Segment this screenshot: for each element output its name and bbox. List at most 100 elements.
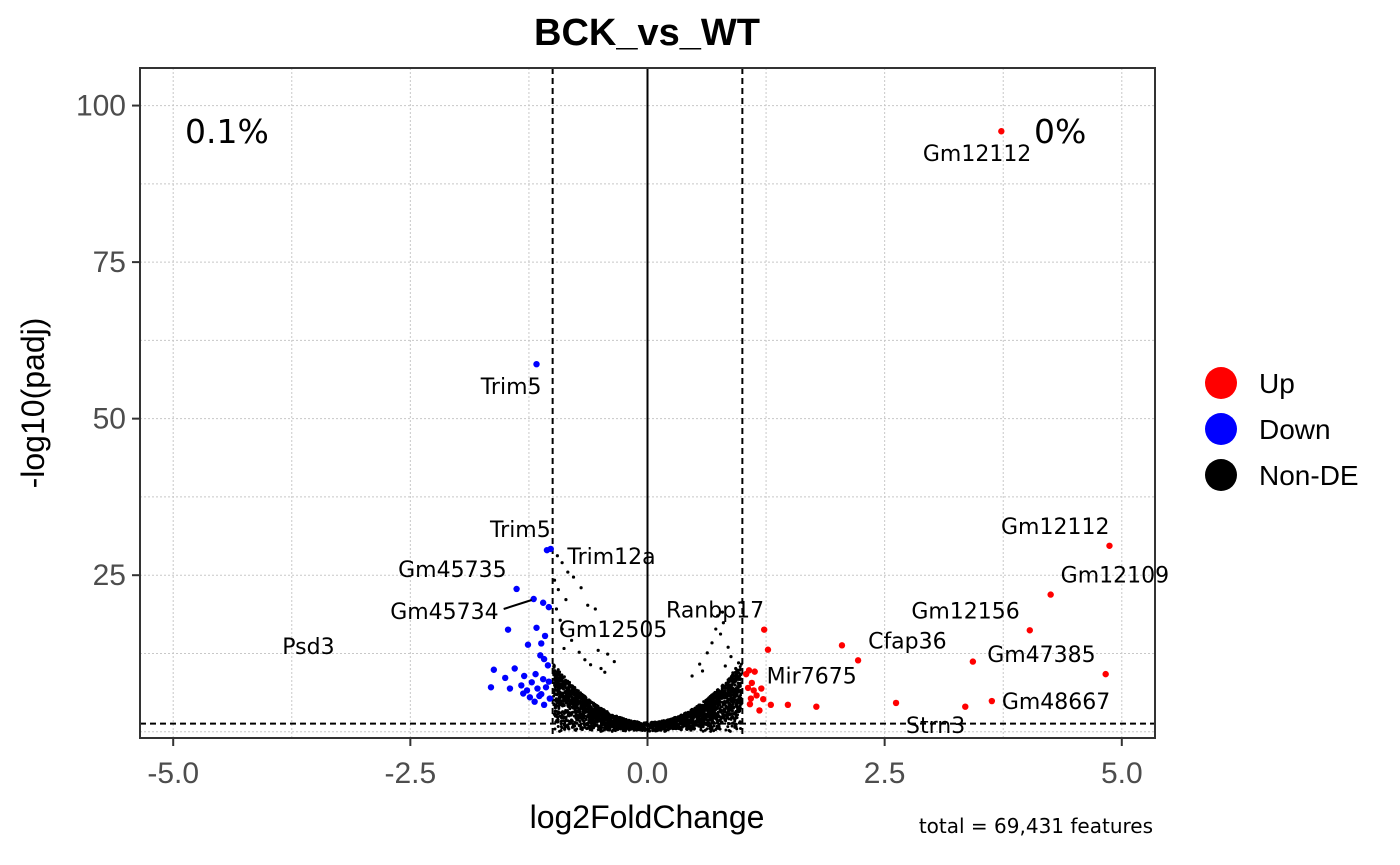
non-de-point [576,710,580,714]
non-de-point [573,708,577,712]
legend-swatch-down [1205,413,1237,445]
non-de-point [652,724,656,728]
non-de-point [693,713,697,717]
non-de-point [713,708,717,712]
non-de-point [645,727,649,731]
non-de-point [693,708,697,712]
non-de-point [697,723,701,727]
reference-lines [140,68,1155,738]
non-de-point [681,723,685,727]
down-point [543,546,551,554]
non-de-point [733,725,737,729]
non-de-point [671,727,675,731]
down-point [533,360,540,368]
non-de-point [703,702,707,706]
gene-label: Gm12156 [911,599,1019,624]
non-de-point [580,694,584,698]
non-de-point [579,586,583,590]
down-point [502,674,509,682]
non-de-point [560,726,564,730]
non-de-point [730,724,734,728]
non-de-point [594,712,598,716]
non-de-point [639,722,643,726]
gene-label: Trim12a [566,545,655,570]
non-de-point [738,684,742,688]
non-de-point [716,719,720,723]
percent-up-label: 0% [1034,112,1086,151]
non-de-point [700,669,705,673]
non-de-point [736,675,740,679]
non-de-point [559,722,563,726]
non-de-point [723,692,727,696]
non-de-point [599,666,603,671]
non-de-point [669,719,673,723]
down-point [545,603,553,611]
non-de-point [702,700,706,704]
non-de-point [571,723,575,727]
non-de-point [600,723,604,727]
x-tick-label: 0.0 [627,757,669,790]
non-de-point [588,728,592,732]
non-de-point [572,700,576,704]
non-de-point [569,689,573,693]
non-de-point [629,724,633,728]
non-de-point [552,694,556,698]
data-points [487,128,1113,714]
legend-label: Down [1259,414,1331,445]
non-de-point [562,711,566,715]
non-de-point [666,720,670,724]
down-point [506,685,514,692]
non-de-point [561,683,565,687]
non-de-point [582,723,586,727]
down-point [540,655,548,663]
up-point [1026,627,1033,634]
non-de-point [735,716,739,720]
non-de-point [584,718,588,722]
non-de-point [554,713,558,717]
non-de-point [593,709,597,713]
non-de-point [718,632,723,636]
non-de-point [697,703,701,707]
non-de-point [682,721,686,725]
non-de-point [661,723,665,727]
up-point [1102,670,1109,678]
non-de-point [564,719,568,723]
x-axis-ticks: -5.0 -2.5 0.0 2.5 5.0 [147,738,1143,790]
non-de-point [730,712,734,716]
non-de-point [662,720,666,724]
up-point [744,684,752,692]
non-de-point [594,703,598,707]
non-de-point [732,678,736,682]
up-point [969,658,977,665]
non-de-point [556,724,560,728]
non-de-point [568,683,572,687]
up-point [1106,542,1113,549]
non-de-point [582,701,586,705]
non-de-point [705,714,709,718]
y-tick-label: 50 [93,403,126,436]
non-de-point [719,720,723,724]
non-de-point [593,724,597,728]
down-point [528,679,535,686]
non-de-point [732,705,736,709]
non-de-point [727,717,731,721]
non-de-point [729,684,733,688]
x-tick-label: 2.5 [864,757,906,790]
non-de-point [566,570,570,574]
non-de-point [715,690,719,694]
non-de-point [700,709,704,713]
non-de-point [571,710,575,714]
features-caption: total = 69,431 features [919,814,1153,838]
down-point [541,632,549,640]
non-de-point [560,713,564,717]
non-de-point [708,695,712,699]
non-de-point [557,702,561,706]
gene-label: Gm47385 [987,643,1095,668]
non-de-point [673,721,677,725]
non-de-point [722,716,726,720]
non-de-point [564,686,568,690]
up-point [962,703,969,710]
x-tick-label: -5.0 [147,757,199,790]
y-tick-label: 25 [93,559,126,592]
up-point [784,701,792,709]
